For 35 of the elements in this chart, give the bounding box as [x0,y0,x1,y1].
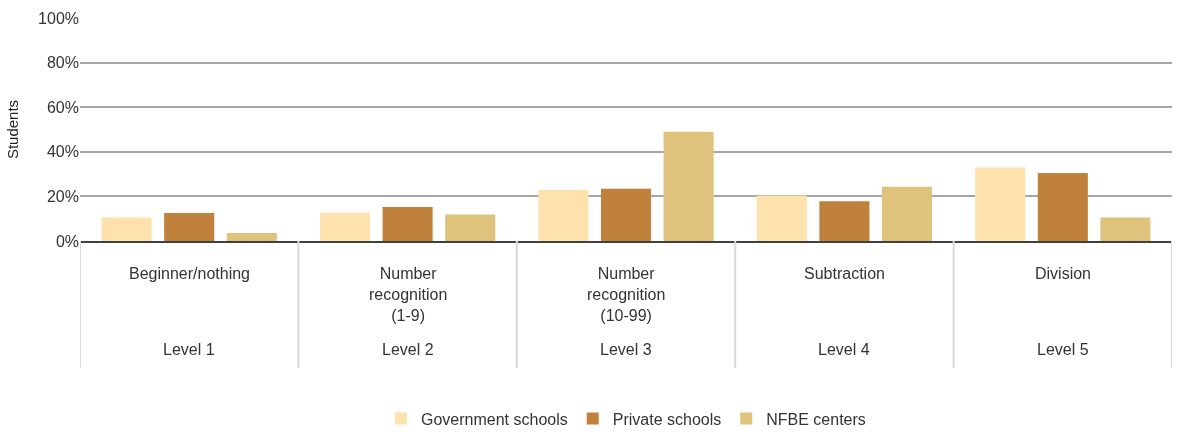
bar [226,232,277,241]
legend-label: NFBE centers [766,410,866,428]
y-tick-label: 100% [38,9,79,27]
bar [319,212,371,241]
x-tick-label: Subtraction [804,265,885,282]
y-tick-label: 0% [55,232,79,250]
bar [164,212,215,241]
y-tick-label: 60% [46,98,79,116]
y-tick-label: 20% [46,188,79,205]
x-tick-label: Number recognition (10-99) [587,265,666,324]
text: Level 3 [600,341,652,358]
x-tick-label: Number recognition (1-9) [369,265,448,324]
text: Level 4 [818,341,870,358]
bar [756,195,807,241]
bar [1100,217,1151,241]
x-tick-label: Beginner/nothing [129,265,250,282]
text: Level 5 [1037,341,1089,358]
bar [538,189,589,241]
bar [101,217,152,241]
bar [819,201,870,241]
bar [663,131,714,241]
y-axis-title: Students [4,99,22,160]
bar [975,167,1026,241]
y-tick-label: 40% [46,143,79,161]
legend-label: Government schools [421,410,568,428]
bar [600,188,652,241]
bar [445,214,496,241]
bar [382,206,433,241]
bar [1037,172,1088,241]
text: Level 1 [163,341,215,358]
legend-label: Private schools [612,410,722,428]
bar [881,186,933,241]
text: Level 2 [382,341,434,358]
x-tick-label: Division [1035,265,1092,282]
y-tick-label: 80% [46,54,79,72]
